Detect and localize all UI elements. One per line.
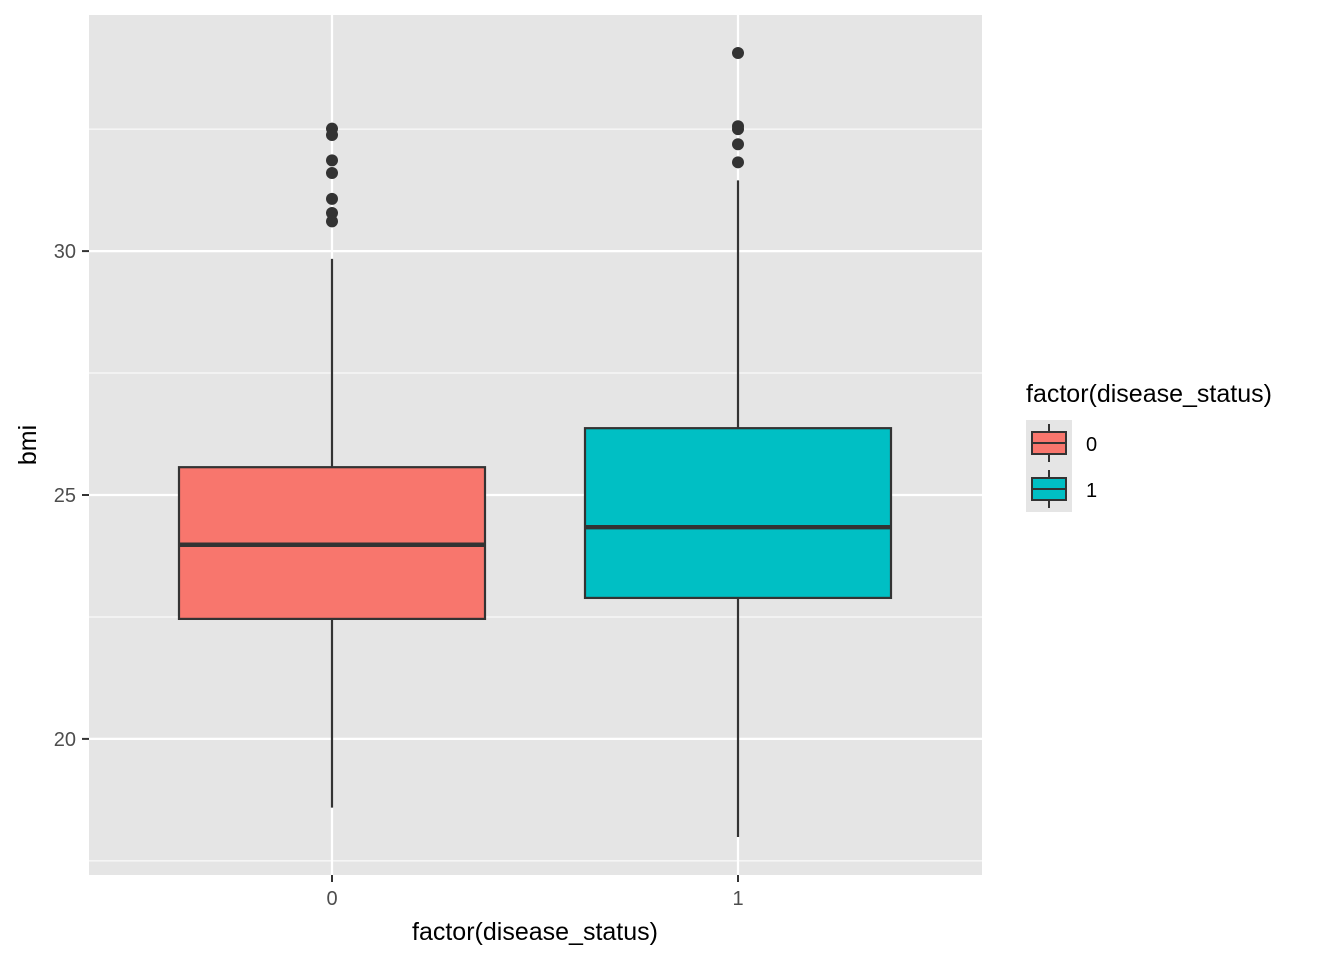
x-tick-label: 0 [326,888,337,910]
outlier-point [732,138,744,151]
x-axis-title: factor(disease_status) [412,918,658,946]
outlier-point [326,192,338,205]
legend-label: 0 [1086,434,1097,456]
y-tick-label: 20 [54,729,76,751]
outlier-point [732,123,744,136]
legend: factor(disease_status) 0 1 [1026,380,1272,512]
outlier-point [326,167,338,180]
outlier-point [326,129,338,141]
outlier-point [326,215,338,228]
x-tick-label: 1 [732,888,743,910]
y-tick-label: 25 [54,485,76,507]
outlier-point [732,156,744,169]
y-tick-label: 30 [54,241,76,263]
legend-label: 1 [1086,480,1097,502]
legend-title: factor(disease_status) [1026,380,1272,408]
outlier-point [326,207,338,220]
outlier-point [326,154,338,167]
outlier-point [732,47,744,60]
box-1 [583,427,893,600]
y-axis-title: bmi [14,425,42,465]
